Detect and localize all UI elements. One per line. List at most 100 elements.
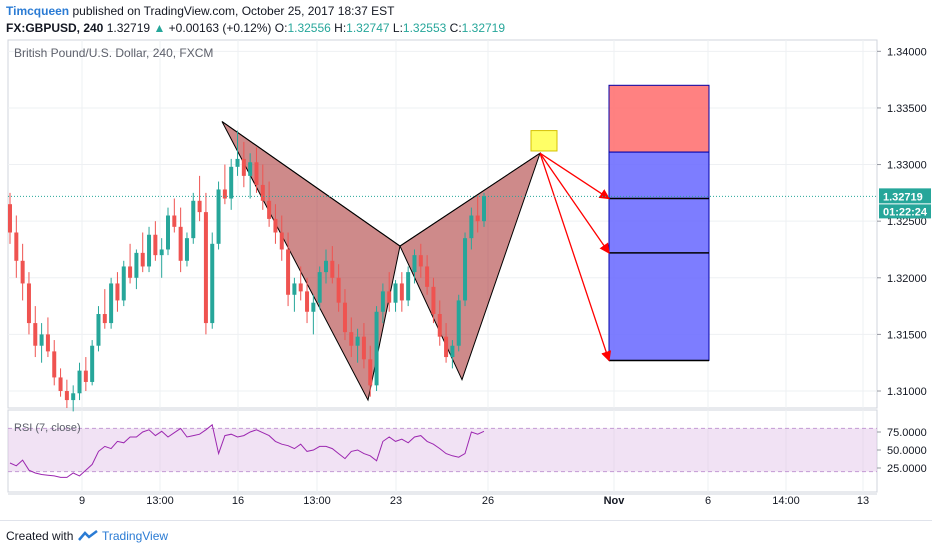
candle-body [128, 266, 133, 278]
time-tick-label: 14:00 [772, 495, 800, 507]
candle-body [90, 345, 95, 382]
candle-body [83, 370, 88, 382]
tradingview-logo-icon[interactable] [78, 530, 98, 542]
symbol-line: FX:GBPUSD, 240 1.32719 ▲ +0.00163 (+0.12… [6, 21, 505, 35]
symbol-label[interactable]: FX:GBPUSD, 240 [6, 21, 104, 35]
target-drawings [8, 84, 877, 362]
candle-body [33, 323, 38, 346]
candle-body [412, 255, 417, 273]
price-tick-label: 1.31500 [887, 329, 927, 341]
time-tick-label: 26 [482, 495, 494, 507]
candle-body [374, 311, 379, 386]
candle-body [355, 336, 360, 346]
candle-body [109, 283, 114, 324]
pattern-leg-xb [221, 121, 401, 247]
candle-body [431, 286, 436, 315]
tradingview-link[interactable]: TradingView [102, 529, 169, 543]
target-arrow [539, 152, 610, 254]
price-tick-label: 1.32500 [887, 216, 927, 228]
pattern-leg-bd [399, 152, 541, 247]
high-value: 1.32747 [346, 21, 390, 35]
candle-body [14, 232, 19, 261]
rsi-pane-border [7, 409, 878, 493]
candle-body [58, 377, 63, 392]
candle-body [102, 314, 107, 324]
candle-body [336, 277, 341, 303]
candle-body [52, 351, 57, 378]
candle-body [361, 336, 366, 360]
time-tick-label: Nov [604, 495, 626, 507]
time-tick-label: 13:00 [146, 495, 174, 507]
chart-header: Timcqueen published on TradingView.com, … [0, 0, 932, 38]
close-value: 1.32719 [461, 21, 506, 35]
candle-body [45, 334, 50, 352]
candle-body [140, 252, 145, 267]
candle-body [77, 370, 82, 394]
last-price: 1.32719 [106, 21, 151, 35]
candle-body [399, 283, 404, 301]
candle-body [121, 266, 126, 301]
candle-body [279, 232, 284, 250]
candle-body [273, 218, 278, 233]
candle-body [260, 184, 265, 201]
candle-body [418, 255, 423, 267]
candle-body [115, 283, 120, 301]
candle-body [406, 272, 411, 301]
countdown-badge [879, 204, 931, 219]
target-arrow [539, 153, 612, 362]
candle-body [469, 215, 474, 239]
candle-body [463, 238, 468, 301]
open-label: O: [274, 21, 288, 35]
last-price-badge-label: 1.32719 [883, 191, 923, 203]
candle-body [71, 393, 76, 401]
candle-body [197, 200, 202, 213]
candle-body [450, 345, 455, 358]
candle-body [456, 300, 461, 346]
candle-body [235, 158, 240, 167]
rsi-band [8, 428, 877, 472]
candle-body [134, 252, 139, 278]
candle-body [368, 359, 373, 386]
candle-body [298, 283, 303, 292]
rsi-pane [8, 423, 877, 478]
target-arrow [539, 152, 611, 200]
candle-body [393, 283, 398, 303]
rsi-tick-label: 50.0000 [887, 445, 927, 457]
time-tick-label: 13:00 [303, 495, 331, 507]
candle-body [342, 302, 347, 333]
completion-zone-box [530, 130, 558, 152]
axes-layer: 1.34000 1.33500 1.33000 1.32500 1.32000 1.315… [8, 46, 931, 507]
candle-body [147, 234, 152, 267]
candle-body [248, 162, 253, 176]
candle-body [153, 234, 158, 256]
close-label: C: [449, 21, 462, 35]
chart-area[interactable]: 1.34000 1.33500 1.33000 1.32500 1.32000 1.315… [0, 38, 932, 520]
price-tick-label: 1.31000 [887, 386, 927, 398]
stop-zone-box [608, 84, 710, 153]
price-tick-label: 1.32000 [887, 273, 927, 285]
candle-body [254, 162, 259, 185]
candle-body [380, 291, 385, 312]
time-tick-label: 23 [390, 495, 402, 507]
candle-body [444, 336, 449, 358]
candle-body [330, 260, 335, 278]
candle-body [305, 291, 310, 312]
candle-body [216, 189, 221, 244]
candle-body [317, 272, 322, 303]
candle-body [482, 196, 486, 222]
rsi-label: RSI (7, close) [14, 422, 81, 434]
pattern-drawings [221, 121, 541, 402]
time-tick-label: 16 [232, 495, 244, 507]
candle-body [311, 302, 316, 312]
candle-body [166, 215, 170, 250]
price-chart-svg[interactable]: 1.34000 1.33500 1.33000 1.32500 1.32000 1.315… [0, 38, 932, 520]
candle-body [26, 283, 31, 324]
candle-body [210, 243, 215, 324]
time-tick-label: 13 [857, 495, 869, 507]
author-name[interactable]: Timcqueen [6, 4, 70, 18]
price-tick-label: 1.34000 [887, 46, 927, 58]
candle-body [229, 166, 234, 199]
countdown-badge-label: 01:22:24 [883, 206, 928, 218]
candle-body [96, 314, 101, 346]
candle-body [222, 189, 227, 199]
